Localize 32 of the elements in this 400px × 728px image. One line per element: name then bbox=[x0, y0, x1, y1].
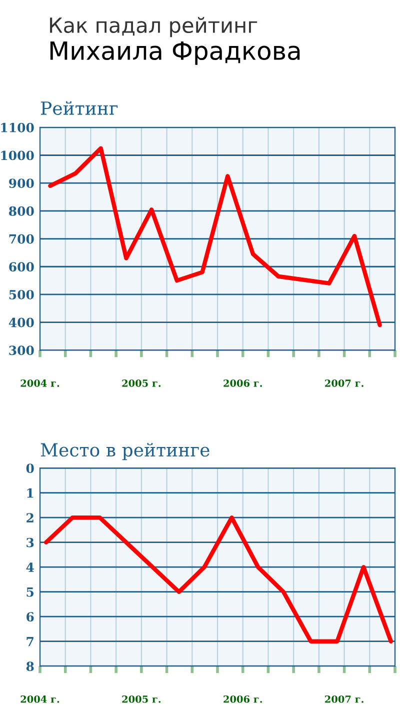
chart-subtitle: Михаила Фрадкова bbox=[50, 41, 300, 65]
y-tick-label: 5 bbox=[26, 588, 34, 597]
line-series bbox=[48, 146, 382, 328]
y-tick-label: 1100 bbox=[1, 122, 34, 132]
y-tick-label: 4 bbox=[26, 562, 34, 572]
y-tick-label: 6 bbox=[26, 612, 34, 622]
x-tick-label: 2006 г. bbox=[224, 695, 262, 703]
x-tick-label: 2004 г. bbox=[20, 695, 60, 703]
x-tick-label: 2005 г. bbox=[122, 380, 161, 387]
y-tick-label: 1000 bbox=[1, 150, 34, 160]
y-tick-label: 800 bbox=[9, 206, 34, 216]
y-tick-label: 3 bbox=[26, 538, 34, 548]
x-tick-label: 2007 г. bbox=[325, 380, 364, 387]
x-tick-label: 2007 г. bbox=[325, 695, 364, 703]
x-tick-label: 2006 г. bbox=[224, 380, 262, 387]
y-tick-label: 300 bbox=[9, 346, 34, 356]
x-tick-label: 2004 г. bbox=[20, 380, 60, 387]
y-tick-label: 0 bbox=[26, 464, 34, 474]
line-series bbox=[44, 516, 394, 644]
x-tick-label: 2005 г. bbox=[122, 695, 161, 703]
y-tick-label: 700 bbox=[9, 234, 34, 244]
y-axis-title: Рейтинг bbox=[40, 101, 118, 115]
chart-title: Как падал рейтинг bbox=[50, 17, 258, 38]
y-tick-label: 500 bbox=[9, 290, 34, 300]
y-tick-label: 8 bbox=[26, 662, 34, 672]
y-tick-label: 600 bbox=[9, 262, 34, 272]
y-tick-label: 7 bbox=[26, 637, 34, 646]
y-tick-label: 400 bbox=[8, 318, 34, 328]
y-tick-label: 2 bbox=[26, 513, 34, 522]
y-axis-title: Место в рейтинге bbox=[40, 442, 210, 460]
y-tick-label: 1 bbox=[27, 488, 34, 498]
y-tick-label: 900 bbox=[9, 178, 34, 188]
